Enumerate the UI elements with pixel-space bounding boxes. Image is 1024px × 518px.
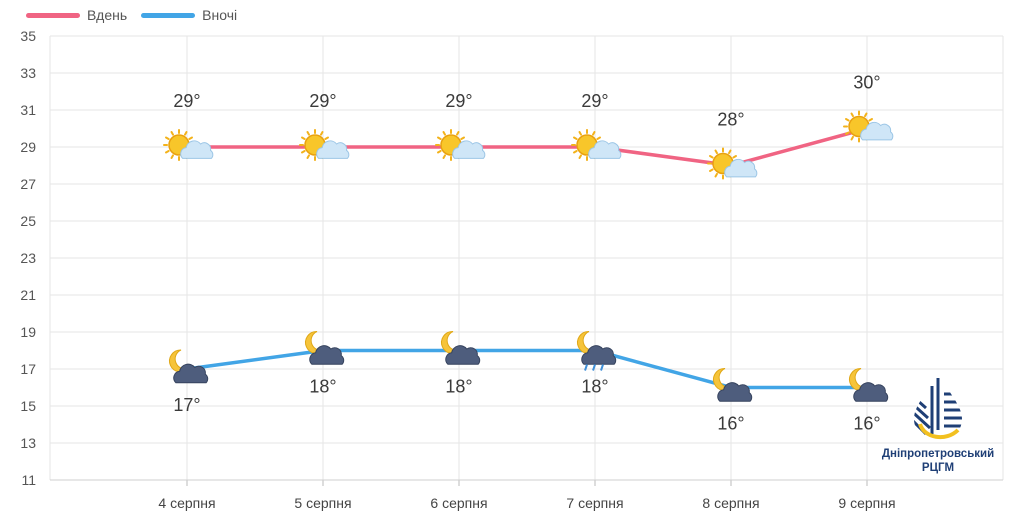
legend-swatch-day xyxy=(26,12,80,18)
sun-cloud-icon xyxy=(707,147,758,180)
y-tick-label: 21 xyxy=(20,287,36,303)
x-tick-label: 5 серпня xyxy=(294,495,351,511)
sun-cloud-icon xyxy=(299,129,350,161)
data-label: 29° xyxy=(581,91,608,111)
x-tick-label: 7 серпня xyxy=(566,495,623,511)
series-line-day xyxy=(187,126,868,168)
y-tick-label: 33 xyxy=(20,65,36,81)
y-tick-label: 23 xyxy=(20,250,36,266)
y-tick-label: 19 xyxy=(20,324,36,340)
y-tick-label: 15 xyxy=(20,398,36,414)
legend-label-night: Вночі xyxy=(202,7,238,23)
moon-cloud-icon xyxy=(305,330,345,365)
y-tick-label: 13 xyxy=(20,435,36,451)
moon-cloud-icon xyxy=(713,367,753,402)
moon-cloud-icon xyxy=(169,349,209,384)
y-tick-label: 11 xyxy=(21,472,36,488)
moon-rain-cloud-icon xyxy=(577,330,617,371)
data-label: 28° xyxy=(717,110,744,130)
sun-cloud-icon xyxy=(435,129,486,161)
legend-label-day: Вдень xyxy=(87,7,128,23)
moon-cloud-icon xyxy=(441,330,481,365)
y-tick-label: 27 xyxy=(20,176,36,192)
sun-cloud-icon xyxy=(571,129,622,161)
sun-cloud-icon xyxy=(843,110,894,143)
data-label: 30° xyxy=(853,73,880,93)
x-tick-label: 8 серпня xyxy=(702,495,759,511)
y-tick-label: 35 xyxy=(20,28,36,44)
moon-cloud-icon xyxy=(849,367,889,402)
x-tick-label: 9 серпня xyxy=(838,495,895,511)
logo-line1: Дніпропетровський xyxy=(881,448,995,460)
legend-item-day[interactable]: Вдень xyxy=(26,7,127,23)
legend-item-night[interactable]: Вночі xyxy=(141,7,237,23)
logo: Дніпропетровський РЦГМ xyxy=(868,372,1008,482)
x-tick-label: 6 серпня xyxy=(430,495,487,511)
logo-line2: РЦГМ xyxy=(921,462,955,474)
data-label: 29° xyxy=(309,91,336,111)
y-tick-label: 17 xyxy=(20,361,36,377)
data-label: 18° xyxy=(445,377,472,397)
data-label: 18° xyxy=(581,377,608,397)
data-label: 29° xyxy=(445,91,472,111)
y-tick-label: 31 xyxy=(20,102,36,118)
y-tick-label: 29 xyxy=(20,139,36,155)
series-line-night xyxy=(186,348,867,390)
logo-drop-icon xyxy=(914,374,962,441)
data-label: 18° xyxy=(309,377,336,397)
data-label: 16° xyxy=(717,414,744,434)
legend-swatch-night xyxy=(141,12,196,18)
data-label: 16° xyxy=(853,414,880,434)
legend: Вдень Вночі xyxy=(26,4,237,26)
sun-cloud-icon xyxy=(163,129,214,161)
data-label: 17° xyxy=(173,395,200,415)
x-tick-label: 4 серпня xyxy=(158,495,215,511)
data-label: 29° xyxy=(173,91,200,111)
y-tick-label: 25 xyxy=(20,213,36,229)
